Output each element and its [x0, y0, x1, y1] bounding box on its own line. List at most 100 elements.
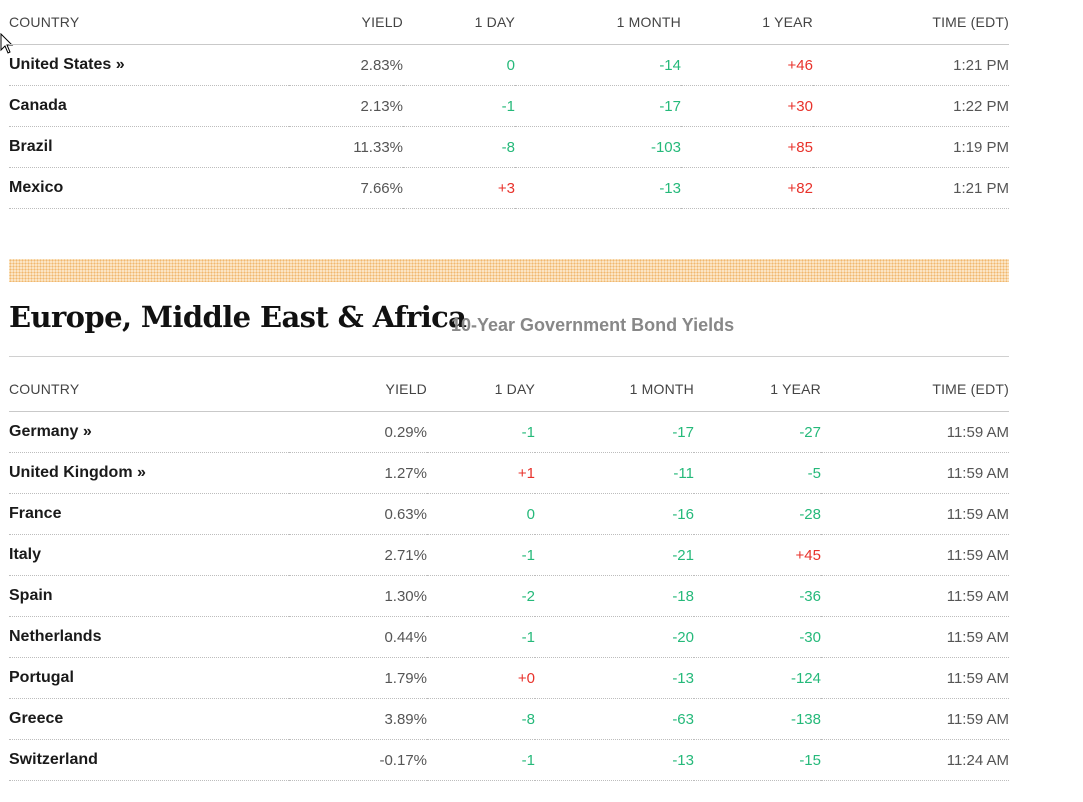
- yield-cell: 3.89%: [289, 698, 427, 740]
- day-change-cell: -1: [427, 616, 535, 658]
- table-header-row: COUNTRY YIELD 1 DAY 1 MONTH 1 YEAR TIME …: [9, 367, 1009, 412]
- table-row: Switzerland -0.17% -1 -13 -15 11:24 AM: [9, 739, 1009, 781]
- time-cell: 11:59 AM: [821, 452, 1009, 494]
- country-link[interactable]: United Kingdom »: [9, 464, 146, 481]
- month-change-cell: -11: [535, 452, 694, 494]
- country-cell: Spain: [9, 575, 289, 617]
- year-change-cell: -30: [694, 616, 821, 658]
- month-change-cell: -20: [535, 616, 694, 658]
- column-header-time[interactable]: TIME (EDT): [813, 0, 1009, 45]
- time-cell: 11:59 AM: [821, 575, 1009, 617]
- table-row: United States » 2.83% 0 -14 +46 1:21 PM: [9, 44, 1009, 86]
- yield-cell: 1.79%: [289, 657, 427, 699]
- emea-yields-table: COUNTRY YIELD 1 DAY 1 MONTH 1 YEAR TIME …: [9, 367, 1009, 781]
- day-change-cell: +1: [427, 452, 535, 494]
- year-change-cell: -5: [694, 452, 821, 494]
- day-change-cell: -1: [427, 534, 535, 576]
- country-cell: Brazil: [9, 126, 289, 168]
- month-change-cell: -13: [535, 657, 694, 699]
- table-row: Netherlands 0.44% -1 -20 -30 11:59 AM: [9, 616, 1009, 658]
- table-header-row: COUNTRY YIELD 1 DAY 1 MONTH 1 YEAR TIME …: [9, 0, 1009, 45]
- column-header-1-year[interactable]: 1 YEAR: [681, 0, 813, 45]
- section-subtitle: 10-Year Government Bond Yields: [451, 315, 735, 335]
- column-header-country[interactable]: COUNTRY: [9, 367, 289, 412]
- yield-cell: 7.66%: [289, 167, 403, 209]
- year-change-cell: -15: [694, 739, 821, 781]
- day-change-cell: +3: [403, 167, 515, 209]
- americas-yields-table: COUNTRY YIELD 1 DAY 1 MONTH 1 YEAR TIME …: [9, 0, 1009, 209]
- country-name: Netherlands: [9, 628, 102, 645]
- table-row: Portugal 1.79% +0 -13 -124 11:59 AM: [9, 657, 1009, 699]
- column-header-country[interactable]: COUNTRY: [9, 0, 289, 45]
- month-change-cell: -63: [535, 698, 694, 740]
- month-change-cell: -17: [535, 411, 694, 453]
- country-link[interactable]: Germany »: [9, 423, 92, 440]
- yield-cell: 0.44%: [289, 616, 427, 658]
- emea-table-body: Germany » 0.29% -1 -17 -27 11:59 AM United Kin…: [9, 411, 1009, 781]
- day-change-cell: -8: [403, 126, 515, 168]
- country-cell: Netherlands: [9, 616, 289, 658]
- time-cell: 1:19 PM: [813, 126, 1009, 168]
- yield-cell: 2.71%: [289, 534, 427, 576]
- column-header-1-month[interactable]: 1 MONTH: [535, 367, 694, 412]
- column-header-1-day[interactable]: 1 DAY: [403, 0, 515, 45]
- time-cell: 11:59 AM: [821, 698, 1009, 740]
- country-cell: United Kingdom »: [9, 452, 289, 494]
- yield-cell: 11.33%: [289, 126, 403, 168]
- country-cell: Italy: [9, 534, 289, 576]
- month-change-cell: -13: [515, 167, 681, 209]
- year-change-cell: +85: [681, 126, 813, 168]
- section-title: Europe, Middle East & Africa: [9, 300, 467, 334]
- time-cell: 11:59 AM: [821, 657, 1009, 699]
- country-cell: Switzerland: [9, 739, 289, 781]
- yield-cell: 1.27%: [289, 452, 427, 494]
- month-change-cell: -13: [535, 739, 694, 781]
- emea-section: COUNTRY YIELD 1 DAY 1 MONTH 1 YEAR TIME …: [9, 367, 1009, 781]
- month-change-cell: -21: [535, 534, 694, 576]
- year-change-cell: +82: [681, 167, 813, 209]
- table-row: Brazil 11.33% -8 -103 +85 1:19 PM: [9, 126, 1009, 168]
- day-change-cell: -1: [403, 85, 515, 127]
- month-change-cell: -18: [535, 575, 694, 617]
- country-link[interactable]: United States »: [9, 56, 125, 73]
- column-header-yield[interactable]: YIELD: [289, 0, 403, 45]
- americas-table-body: United States » 2.83% 0 -14 +46 1:21 PM Canada…: [9, 44, 1009, 209]
- day-change-cell: +0: [427, 657, 535, 699]
- yield-cell: 0.29%: [289, 411, 427, 453]
- day-change-cell: -8: [427, 698, 535, 740]
- yield-cell: 1.30%: [289, 575, 427, 617]
- month-change-cell: -103: [515, 126, 681, 168]
- country-cell: Mexico: [9, 167, 289, 209]
- year-change-cell: -28: [694, 493, 821, 535]
- day-change-cell: 0: [403, 44, 515, 86]
- column-header-time[interactable]: TIME (EDT): [821, 367, 1009, 412]
- column-header-yield[interactable]: YIELD: [289, 367, 427, 412]
- yield-cell: -0.17%: [289, 739, 427, 781]
- month-change-cell: -16: [535, 493, 694, 535]
- emea-section-header: Europe, Middle East & Africa 10-Year Gov…: [9, 296, 1009, 357]
- month-change-cell: -17: [515, 85, 681, 127]
- yield-cell: 2.13%: [289, 85, 403, 127]
- table-row: Italy 2.71% -1 -21 +45 11:59 AM: [9, 534, 1009, 576]
- column-header-1-day[interactable]: 1 DAY: [427, 367, 535, 412]
- table-row: Canada 2.13% -1 -17 +30 1:22 PM: [9, 85, 1009, 127]
- column-header-1-year[interactable]: 1 YEAR: [694, 367, 821, 412]
- yield-cell: 0.63%: [289, 493, 427, 535]
- country-cell: United States »: [9, 44, 289, 86]
- time-cell: 11:59 AM: [821, 616, 1009, 658]
- day-change-cell: -1: [427, 739, 535, 781]
- country-name: Switzerland: [9, 751, 98, 768]
- americas-section: COUNTRY YIELD 1 DAY 1 MONTH 1 YEAR TIME …: [9, 0, 1009, 209]
- table-row: France 0.63% 0 -16 -28 11:59 AM: [9, 493, 1009, 535]
- table-row: Greece 3.89% -8 -63 -138 11:59 AM: [9, 698, 1009, 740]
- time-cell: 11:24 AM: [821, 739, 1009, 781]
- country-cell: Greece: [9, 698, 289, 740]
- country-name: France: [9, 505, 62, 522]
- year-change-cell: -27: [694, 411, 821, 453]
- time-cell: 11:59 AM: [821, 493, 1009, 535]
- table-row: Mexico 7.66% +3 -13 +82 1:21 PM: [9, 167, 1009, 209]
- table-row: Germany » 0.29% -1 -17 -27 11:59 AM: [9, 411, 1009, 453]
- time-cell: 1:22 PM: [813, 85, 1009, 127]
- year-change-cell: +30: [681, 85, 813, 127]
- column-header-1-month[interactable]: 1 MONTH: [515, 0, 681, 45]
